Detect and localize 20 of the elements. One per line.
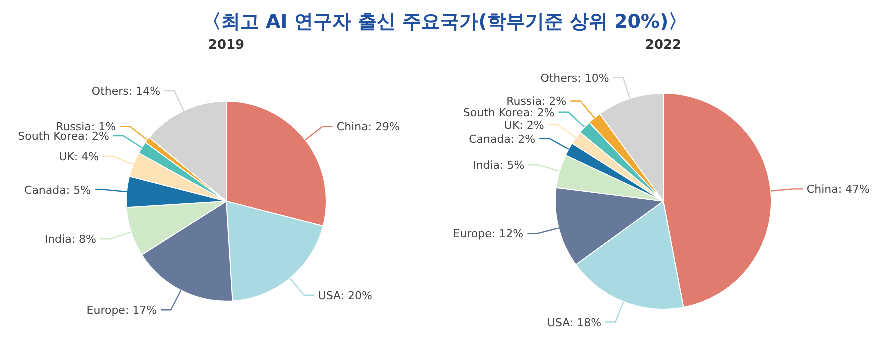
slice-label: USA: 20%: [318, 289, 372, 302]
slice-label: Europe: 17%: [86, 304, 158, 318]
slice-label: USA: 18%: [547, 316, 602, 330]
chart-subtitle: 2019: [207, 38, 246, 55]
slice-label: Others: 14%: [92, 85, 161, 98]
slice-label: Others: 10%: [540, 72, 610, 85]
slice-label: South Korea: 2%: [18, 130, 110, 144]
slice-label: UK: 2%: [504, 118, 544, 132]
slice-label: South Korea: 2%: [463, 106, 555, 120]
slice-label: UK: 4%: [59, 150, 100, 164]
slice-label: Canada: 5%: [24, 184, 92, 197]
slice-label: Russia: 2%: [506, 95, 567, 108]
slice-label: India: 8%: [44, 233, 96, 246]
slice-label: China: 29%: [336, 120, 400, 134]
chart-subtitle: 2022: [644, 38, 683, 55]
slice-label: India: 5%: [473, 159, 525, 172]
text: 〈최고 AI 연구자 출신 주요국가(학부기준 상위 20%)〉: [201, 10, 689, 35]
slice-label: Canada: 2%: [469, 132, 536, 146]
slice-label: Europe: 12%: [453, 228, 524, 241]
slice-label: China: 47%: [806, 183, 870, 196]
